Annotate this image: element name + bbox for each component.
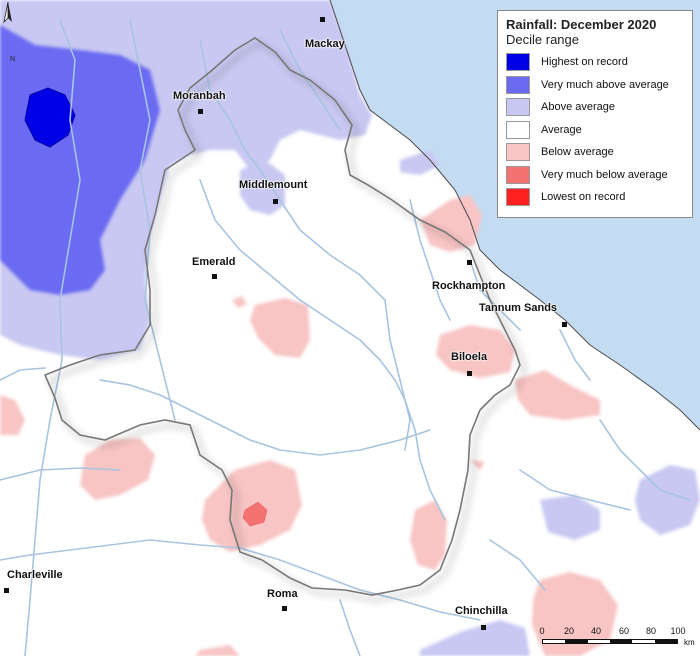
legend-item: Highest on record bbox=[506, 51, 684, 74]
town-label-middlemount: Middlemount bbox=[239, 179, 308, 191]
legend-item: Average bbox=[506, 119, 684, 142]
legend-item-label: Average bbox=[541, 123, 582, 136]
town-marker bbox=[562, 322, 567, 327]
legend-item: Very much below average bbox=[506, 164, 684, 187]
north-arrow-icon bbox=[3, 1, 12, 24]
legend-swatch bbox=[506, 98, 530, 117]
legend-swatch bbox=[506, 53, 530, 72]
town-marker bbox=[467, 371, 472, 376]
town-label-biloela: Biloela bbox=[451, 351, 488, 363]
town-marker bbox=[282, 606, 287, 611]
town-label-emerald: Emerald bbox=[192, 256, 236, 268]
town-marker bbox=[212, 274, 217, 279]
region-boundary bbox=[43, 37, 521, 596]
legend-item: Above average bbox=[506, 96, 684, 119]
town-marker bbox=[481, 625, 486, 630]
legend-swatch bbox=[506, 75, 530, 94]
legend-swatch bbox=[506, 188, 530, 207]
very-much-below-average-area bbox=[242, 501, 268, 527]
town-marker bbox=[273, 199, 278, 204]
legend-item: Very much above average bbox=[506, 74, 684, 97]
town-label-rockhampton: Rockhampton bbox=[432, 280, 506, 292]
scale-tick-label: 80 bbox=[645, 626, 657, 636]
scale-tick-label: 100 bbox=[670, 626, 686, 636]
town-marker bbox=[198, 109, 203, 114]
scale-tick-label: 40 bbox=[590, 626, 602, 636]
town-marker bbox=[4, 588, 9, 593]
scale-unit: km bbox=[684, 638, 695, 647]
legend-item: Lowest on record bbox=[506, 186, 684, 209]
legend-item-label: Highest on record bbox=[541, 56, 628, 69]
legend-item-label: Below average bbox=[541, 146, 614, 159]
legend-swatch bbox=[506, 165, 530, 184]
scale-tick-label: 20 bbox=[563, 626, 575, 636]
scale-tick-label: 0 bbox=[539, 626, 545, 636]
legend-item-label: Very much above average bbox=[541, 78, 669, 91]
legend-subtitle: Decile range bbox=[506, 32, 579, 47]
town-marker bbox=[320, 17, 325, 22]
town-label-mackay: Mackay bbox=[305, 38, 345, 50]
highest-on-record-area bbox=[24, 87, 76, 148]
legend-swatch bbox=[506, 143, 530, 162]
rivers bbox=[0, 19, 691, 656]
town-label-tannum-sands: Tannum Sands bbox=[479, 302, 558, 314]
coastline bbox=[329, 0, 700, 431]
town-label-charleville: Charleville bbox=[7, 569, 63, 581]
legend-swatch bbox=[506, 120, 530, 139]
legend-item-label: Lowest on record bbox=[541, 191, 626, 204]
legend: Rainfall: December 2020 Decile range Hig… bbox=[497, 10, 693, 218]
scale-bar: 0 20 40 60 80 100 km bbox=[536, 626, 696, 654]
scale-tick-label: 60 bbox=[618, 626, 630, 636]
north-label: N bbox=[10, 56, 16, 63]
town-label-chinchilla: Chinchilla bbox=[455, 605, 508, 617]
legend-item-label: Above average bbox=[541, 101, 615, 114]
town-marker bbox=[467, 260, 472, 265]
town-label-moranbah: Moranbah bbox=[173, 90, 226, 102]
legend-item: Below average bbox=[506, 141, 684, 164]
legend-item-label: Very much below average bbox=[541, 168, 668, 181]
legend-title: Rainfall: December 2020 bbox=[506, 17, 657, 32]
town-label-roma: Roma bbox=[267, 588, 298, 600]
scale-bar-segments bbox=[542, 639, 678, 644]
